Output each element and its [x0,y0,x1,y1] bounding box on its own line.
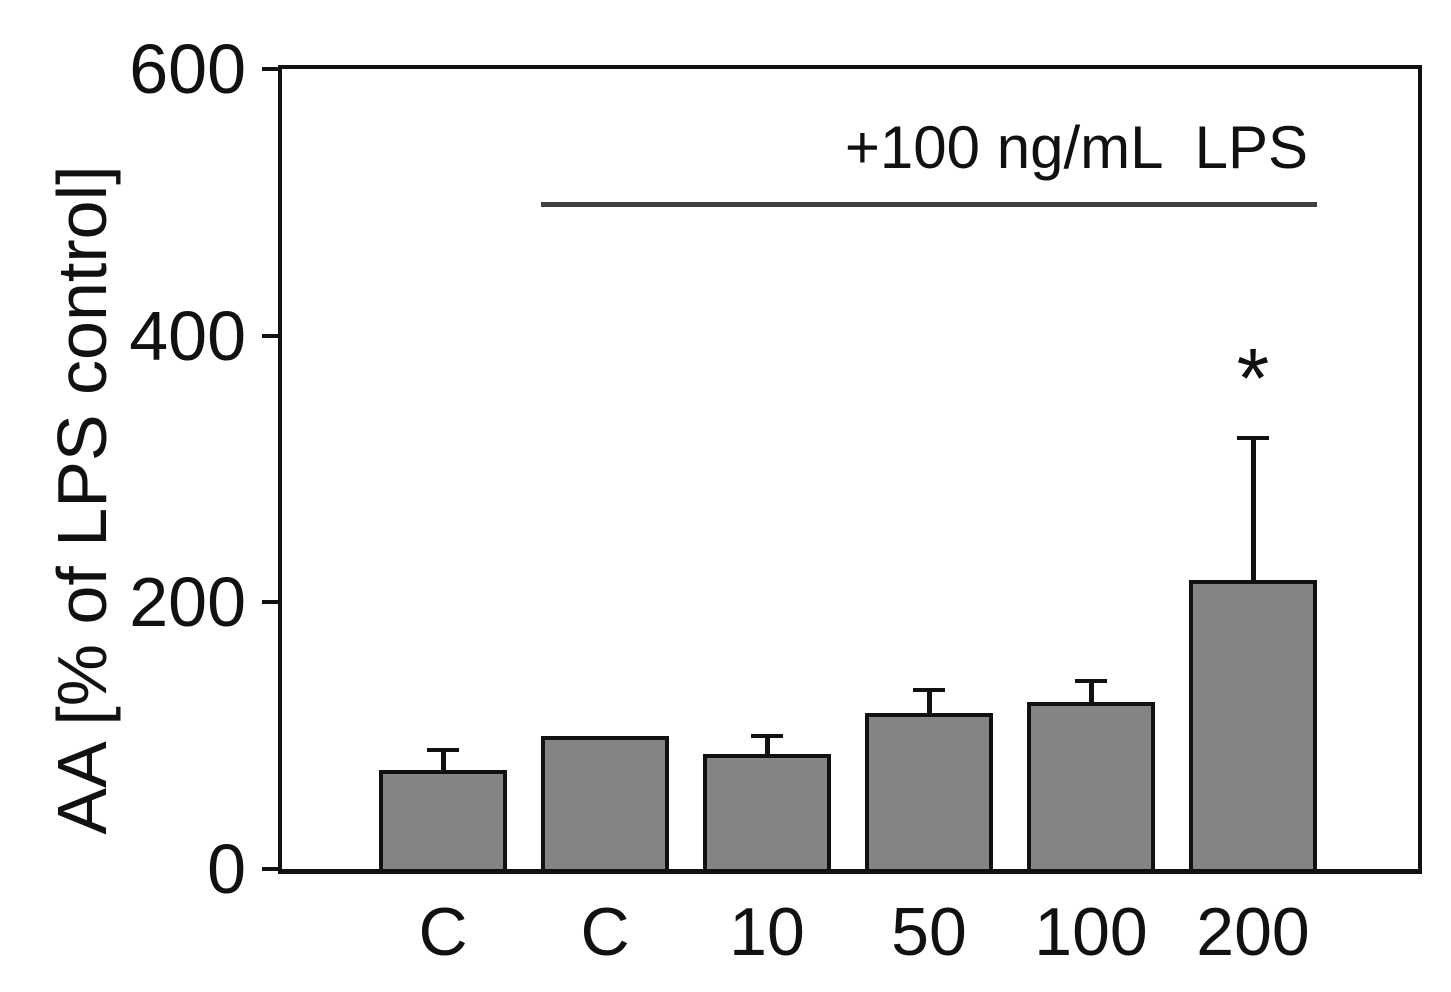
significance-asterisk: * [1236,331,1270,426]
error-bar-cap [913,688,945,693]
error-bar-stem [441,750,446,773]
x-tick-label-3: 50 [891,894,967,970]
x-axis-labels: C C 10 50 100 200 [282,896,1418,976]
error-bar-cap [1075,679,1107,683]
y-tick-label: 0 [207,830,246,908]
error-bar-cap [427,748,459,753]
bar-100-4 [1027,702,1155,869]
x-tick-label-0: C [418,894,468,970]
bar-200-5 [1189,579,1317,869]
y-tick-label: 600 [129,30,246,108]
error-bar-cap [1237,436,1269,441]
x-tick-label-1: C [580,894,630,970]
y-tick-label: 200 [129,563,246,642]
y-tick-mark [262,67,278,71]
bar-10-2 [703,754,831,869]
plot-area: 0 200 400 600 * +100 ng/mL LPS [129,34,1422,904]
y-tick-mark [262,867,278,871]
bar-c-0 [379,770,507,869]
x-tick-label-2: 10 [729,894,805,970]
x-tick-label-4: 100 [1034,894,1148,970]
x-tick-label-5: 200 [1196,894,1310,970]
error-bar-cap [751,733,783,738]
lps-treatment-line [541,202,1317,208]
error-bar-stem [1089,681,1094,705]
error-bar-stem [765,735,770,757]
bar-c-1 [541,735,669,869]
y-tick-mark [262,333,278,338]
y-axis-label: AA [% of LPS control] [43,165,121,835]
y-tick-mark [262,600,278,605]
y-tick-label: 400 [129,296,246,375]
bar-50-3 [865,713,993,869]
error-bar-stem [927,690,932,715]
error-bar-stem [1251,438,1256,582]
lps-treatment-label: +100 ng/mL LPS [844,114,1308,182]
